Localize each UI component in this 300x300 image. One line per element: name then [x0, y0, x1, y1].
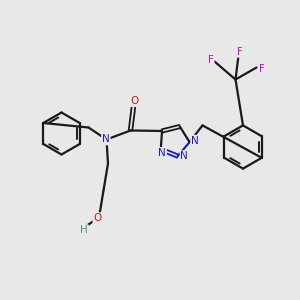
Text: H: H: [80, 225, 88, 235]
Text: O: O: [93, 213, 102, 223]
Text: N: N: [191, 136, 199, 146]
Text: N: N: [158, 148, 166, 158]
Text: F: F: [259, 64, 265, 74]
Text: N: N: [102, 134, 110, 145]
Text: F: F: [208, 55, 214, 65]
Text: N: N: [181, 151, 188, 161]
Text: O: O: [130, 96, 138, 106]
Text: F: F: [237, 47, 243, 57]
